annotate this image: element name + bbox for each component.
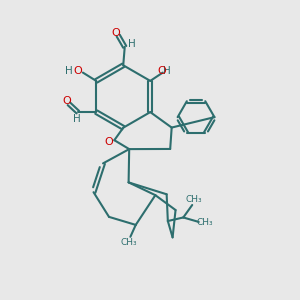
Text: H: H bbox=[65, 66, 72, 76]
Text: O: O bbox=[74, 66, 82, 76]
Text: CH₃: CH₃ bbox=[185, 195, 202, 204]
Text: O: O bbox=[158, 66, 166, 76]
Text: CH₃: CH₃ bbox=[197, 218, 214, 227]
Text: O: O bbox=[62, 96, 71, 106]
Text: H: H bbox=[164, 66, 171, 76]
Text: O: O bbox=[112, 28, 121, 38]
Text: CH₃: CH₃ bbox=[121, 238, 137, 247]
Text: H: H bbox=[128, 40, 136, 50]
Text: O: O bbox=[105, 137, 113, 147]
Text: H: H bbox=[73, 114, 81, 124]
